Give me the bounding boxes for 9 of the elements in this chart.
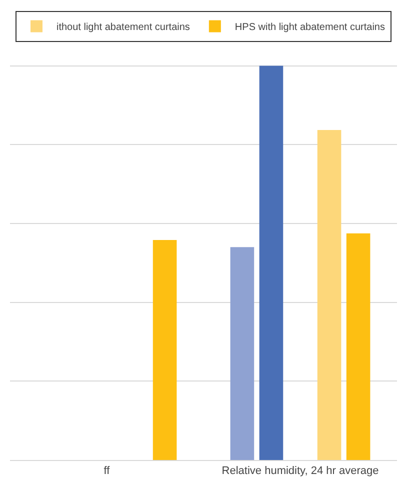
bar (317, 130, 342, 460)
bar (259, 66, 284, 460)
bar (346, 233, 370, 460)
legend-label: HPS with light abatement curtains (234, 22, 385, 34)
x-tick-label: Relative humidity, 24 hr average (222, 465, 379, 478)
bar (230, 247, 254, 460)
bar (152, 240, 177, 460)
x-tick-label: ff (104, 465, 111, 478)
legend-label: ithout light abatement curtains (56, 22, 190, 34)
